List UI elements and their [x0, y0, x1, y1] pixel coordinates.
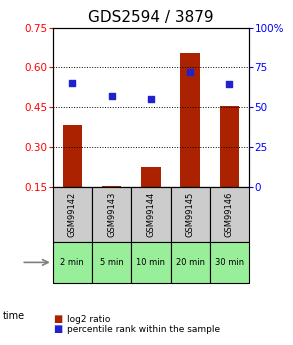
- Bar: [180, 53, 200, 187]
- FancyBboxPatch shape: [92, 187, 131, 242]
- Text: ■: ■: [53, 325, 62, 334]
- FancyBboxPatch shape: [131, 187, 171, 242]
- Text: 2 min: 2 min: [60, 258, 84, 267]
- Text: ■: ■: [53, 314, 62, 324]
- Text: 5 min: 5 min: [100, 258, 124, 267]
- Text: time: time: [3, 311, 25, 321]
- FancyBboxPatch shape: [171, 242, 210, 283]
- Point: [227, 81, 232, 87]
- FancyBboxPatch shape: [210, 187, 249, 242]
- FancyBboxPatch shape: [131, 242, 171, 283]
- Bar: [141, 167, 161, 187]
- FancyBboxPatch shape: [53, 187, 92, 242]
- Text: GSM99144: GSM99144: [146, 192, 155, 237]
- Text: GSM99142: GSM99142: [68, 192, 77, 237]
- Bar: [102, 186, 121, 187]
- Text: GSM99146: GSM99146: [225, 192, 234, 237]
- Text: percentile rank within the sample: percentile rank within the sample: [67, 325, 221, 334]
- Point: [188, 69, 193, 75]
- Point: [109, 93, 114, 99]
- Text: 10 min: 10 min: [137, 258, 165, 267]
- Bar: [63, 125, 82, 187]
- Bar: [220, 106, 239, 187]
- Text: GSM99143: GSM99143: [107, 192, 116, 237]
- Text: 30 min: 30 min: [215, 258, 244, 267]
- Text: 20 min: 20 min: [176, 258, 205, 267]
- FancyBboxPatch shape: [210, 242, 249, 283]
- FancyBboxPatch shape: [53, 242, 92, 283]
- Text: GSM99145: GSM99145: [186, 192, 195, 237]
- Text: log2 ratio: log2 ratio: [67, 315, 111, 324]
- FancyBboxPatch shape: [92, 242, 131, 283]
- Point: [70, 80, 75, 86]
- Point: [149, 96, 153, 101]
- Title: GDS2594 / 3879: GDS2594 / 3879: [88, 10, 214, 25]
- FancyBboxPatch shape: [171, 187, 210, 242]
